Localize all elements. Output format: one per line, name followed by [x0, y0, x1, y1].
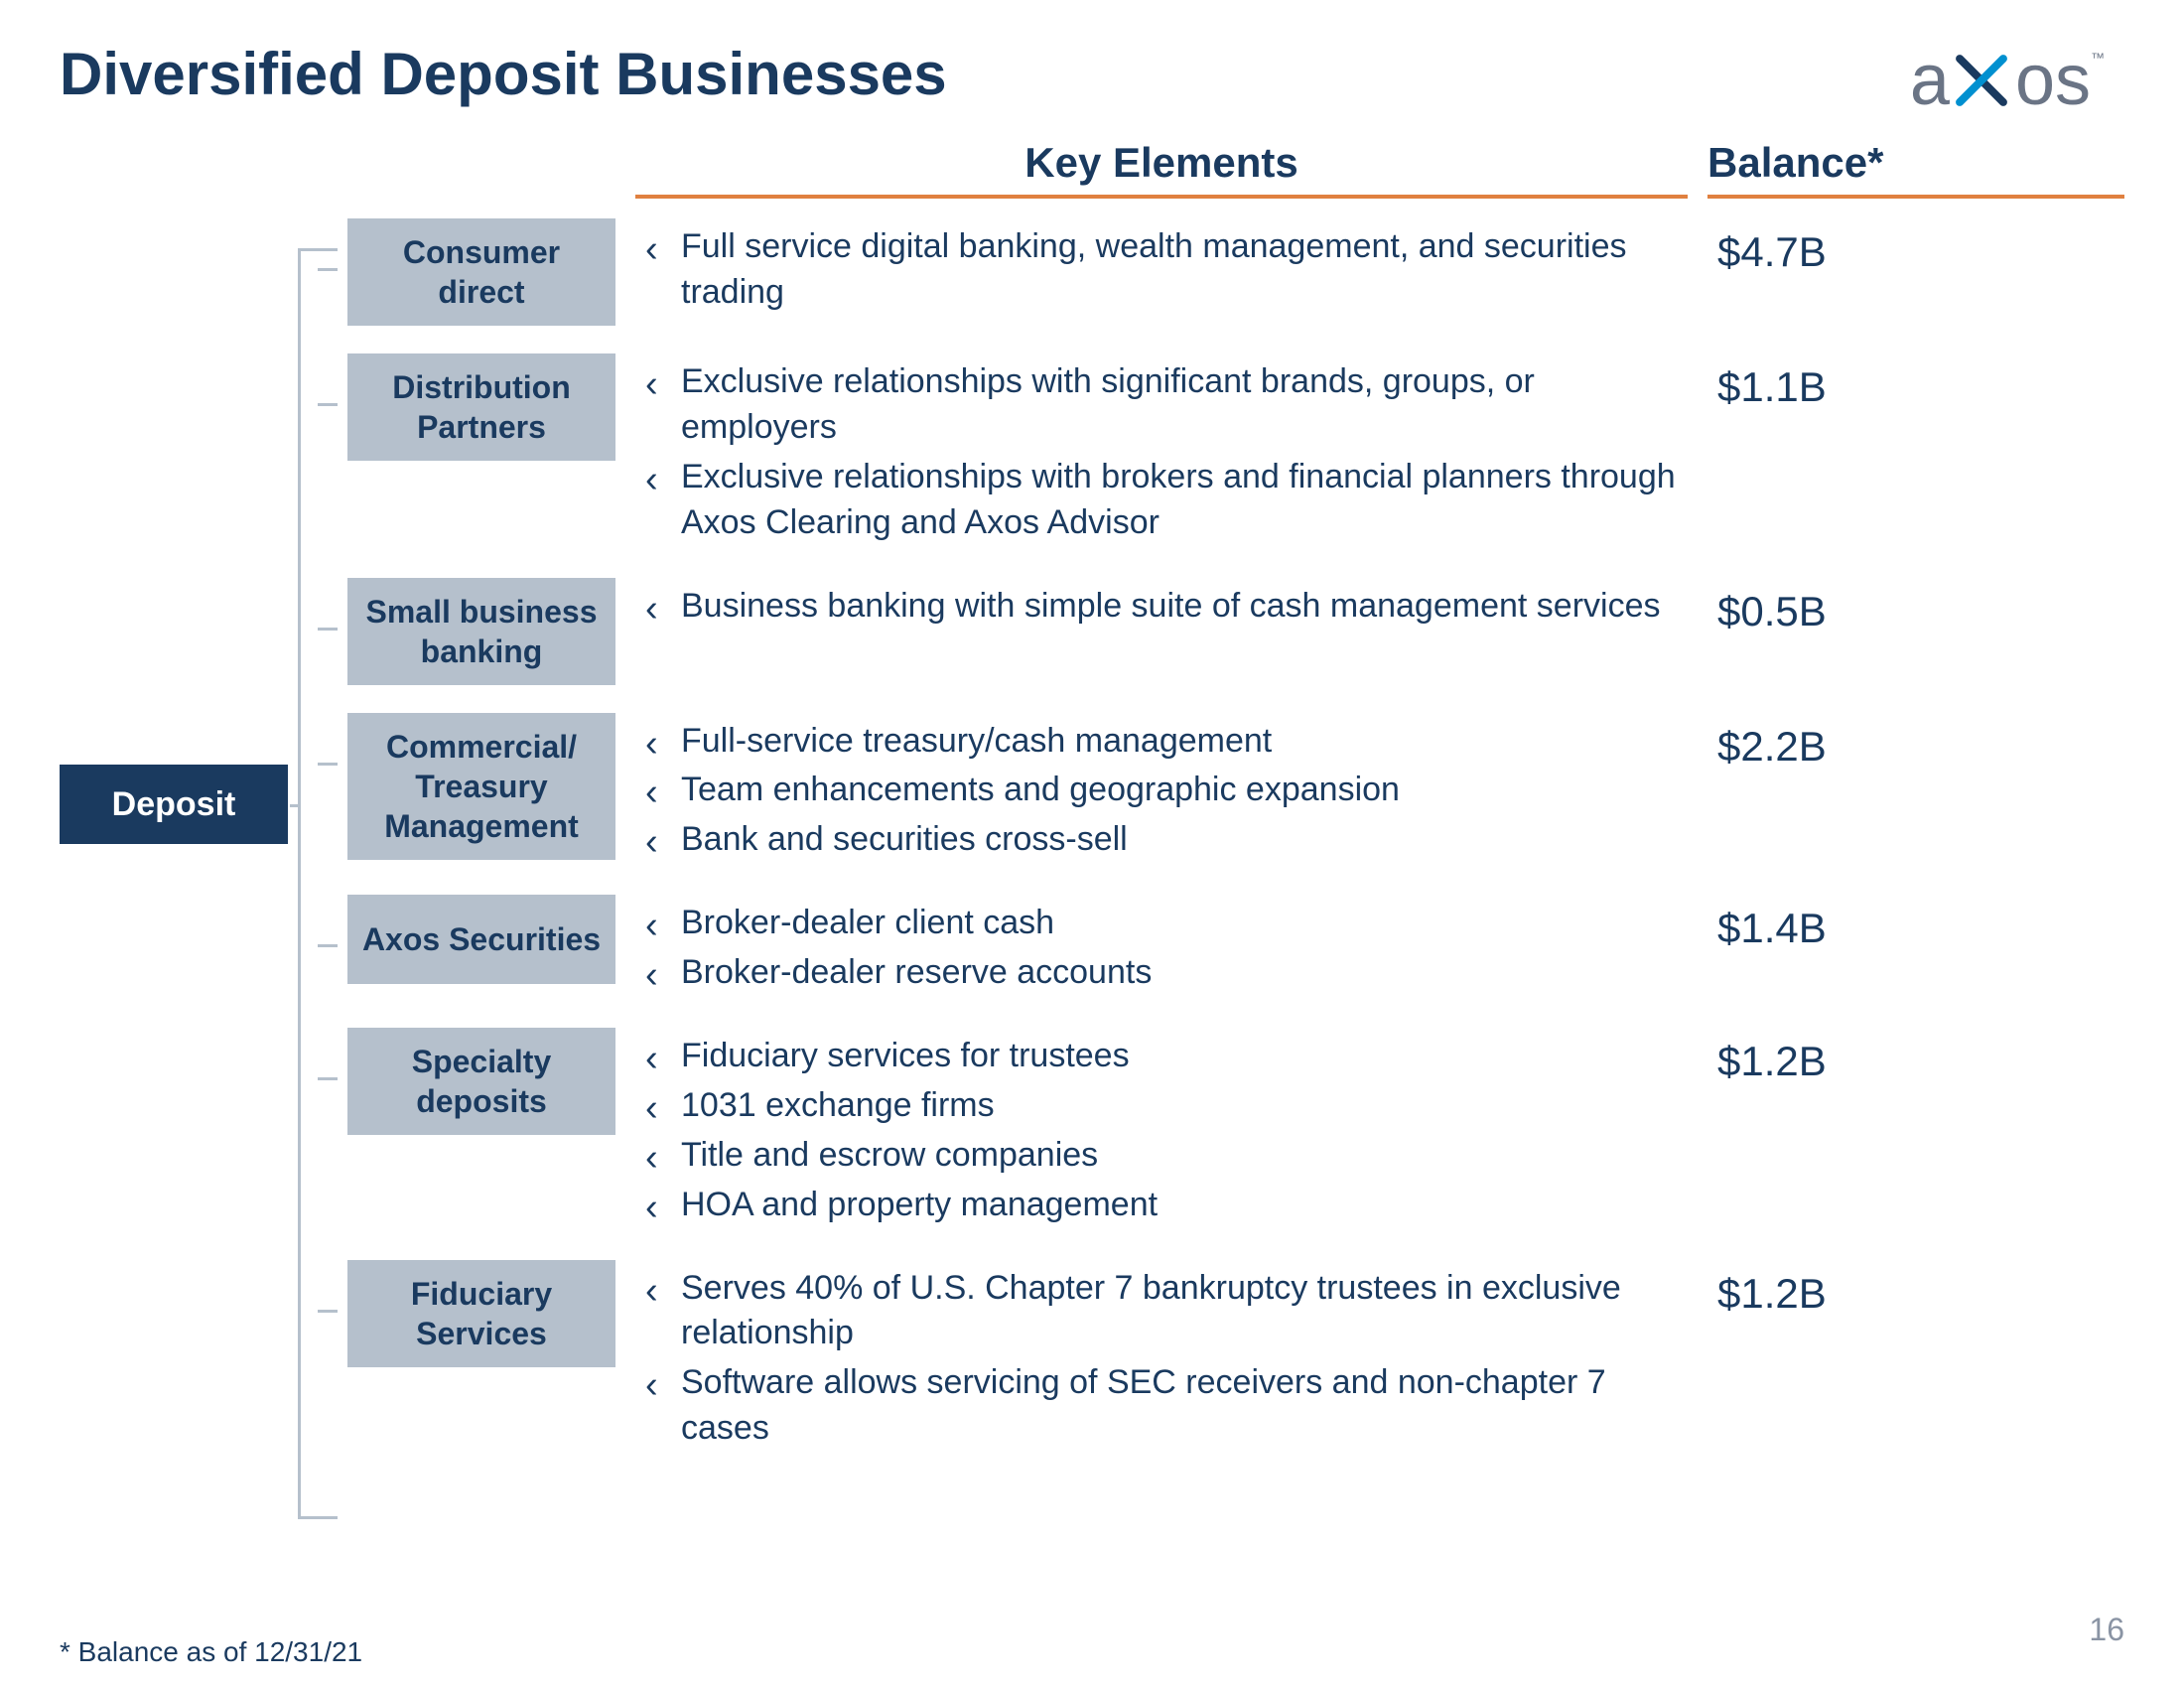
logo-letter-a: a: [1910, 40, 1948, 121]
key-elements-list: Full-service treasury/cash managementTea…: [645, 713, 1688, 868]
category-box: Specialty deposits: [347, 1028, 615, 1135]
tree-bracket: [298, 248, 338, 1519]
category-box: Small business banking: [347, 578, 615, 685]
balance-value: $0.5B: [1717, 578, 1916, 635]
logo-letter-s: s: [2055, 40, 2089, 121]
key-elements-list: Broker-dealer client cashBroker-dealer r…: [645, 895, 1688, 1000]
page-number: 16: [2089, 1612, 2124, 1648]
balance-value: $2.2B: [1717, 713, 1916, 771]
key-elements-list: Fiduciary services for trustees1031 exch…: [645, 1028, 1688, 1232]
balance-value: $1.2B: [1717, 1028, 1916, 1085]
business-row: Small business banking Business banking w…: [347, 578, 2124, 685]
category-box: Distribution Partners: [347, 353, 615, 461]
bullet-item: Broker-dealer client cash: [645, 901, 1688, 946]
business-row: Distribution Partners Exclusive relations…: [347, 353, 2124, 550]
tree-bracket-stub: [290, 804, 300, 807]
category-box: Commercial/ Treasury Management: [347, 713, 615, 860]
footnote: * Balance as of 12/31/21: [60, 1636, 362, 1668]
business-row: Commercial/ Treasury ManagementFull-serv…: [347, 713, 2124, 868]
bullet-item: Software allows servicing of SEC receive…: [645, 1360, 1688, 1452]
balance-value: $4.7B: [1717, 218, 1916, 276]
content-area: Deposit Consumer direct Full service digi…: [60, 218, 2124, 1483]
bullet-item: Full-service treasury/cash management: [645, 719, 1688, 765]
rows-container: Consumer direct Full service digital bank…: [347, 218, 2124, 1456]
bullet-item: Bank and securities cross-sell: [645, 817, 1688, 863]
bullet-item: Exclusive relationships with brokers and…: [645, 455, 1688, 546]
bullet-item: Exclusive relationships with significant…: [645, 359, 1688, 451]
key-elements-list: Full service digital banking, wealth man…: [645, 218, 1688, 320]
logo-tm: ™: [2091, 50, 2105, 66]
balance-value: $1.2B: [1717, 1260, 1916, 1318]
business-row: Consumer direct Full service digital bank…: [347, 218, 2124, 326]
header-balance: Balance*: [1707, 139, 2124, 199]
key-elements-list: Business banking with simple suite of ca…: [645, 578, 1688, 633]
bullet-item: Fiduciary services for trustees: [645, 1034, 1688, 1079]
bullet-item: Broker-dealer reserve accounts: [645, 950, 1688, 996]
bullet-item: Business banking with simple suite of ca…: [645, 584, 1688, 630]
logo-letter-o: o: [2015, 40, 2053, 121]
business-row: Fiduciary Services Serves 40% of U.S. Cha…: [347, 1260, 2124, 1457]
bullet-item: Team enhancements and geographic expansi…: [645, 768, 1688, 813]
key-elements-list: Exclusive relationships with significant…: [645, 353, 1688, 550]
axos-logo: a o s ™: [1910, 40, 2105, 121]
bullet-item: Serves 40% of U.S. Chapter 7 bankruptcy …: [645, 1266, 1688, 1357]
business-row: Axos Securities Broker-dealer client cash…: [347, 895, 2124, 1000]
balance-value: $1.4B: [1717, 895, 1916, 952]
key-elements-list: Serves 40% of U.S. Chapter 7 bankruptcy …: [645, 1260, 1688, 1457]
header-key-elements: Key Elements: [635, 139, 1688, 199]
logo-x-icon: [1950, 49, 2013, 112]
category-box: Fiduciary Services: [347, 1260, 615, 1367]
category-box: Axos Securities: [347, 895, 615, 984]
column-headers: Key Elements Balance*: [60, 139, 2124, 199]
bullet-item: Title and escrow companies: [645, 1133, 1688, 1179]
page-title: Diversified Deposit Businesses: [60, 40, 2124, 108]
business-row: Specialty deposits Fiduciary services for…: [347, 1028, 2124, 1232]
bullet-item: 1031 exchange firms: [645, 1083, 1688, 1129]
bullet-item: Full service digital banking, wealth man…: [645, 224, 1688, 316]
category-box: Consumer direct: [347, 218, 615, 326]
balance-value: $1.1B: [1717, 353, 1916, 411]
bullet-item: HOA and property management: [645, 1183, 1688, 1228]
deposit-root-box: Deposit: [60, 765, 288, 844]
